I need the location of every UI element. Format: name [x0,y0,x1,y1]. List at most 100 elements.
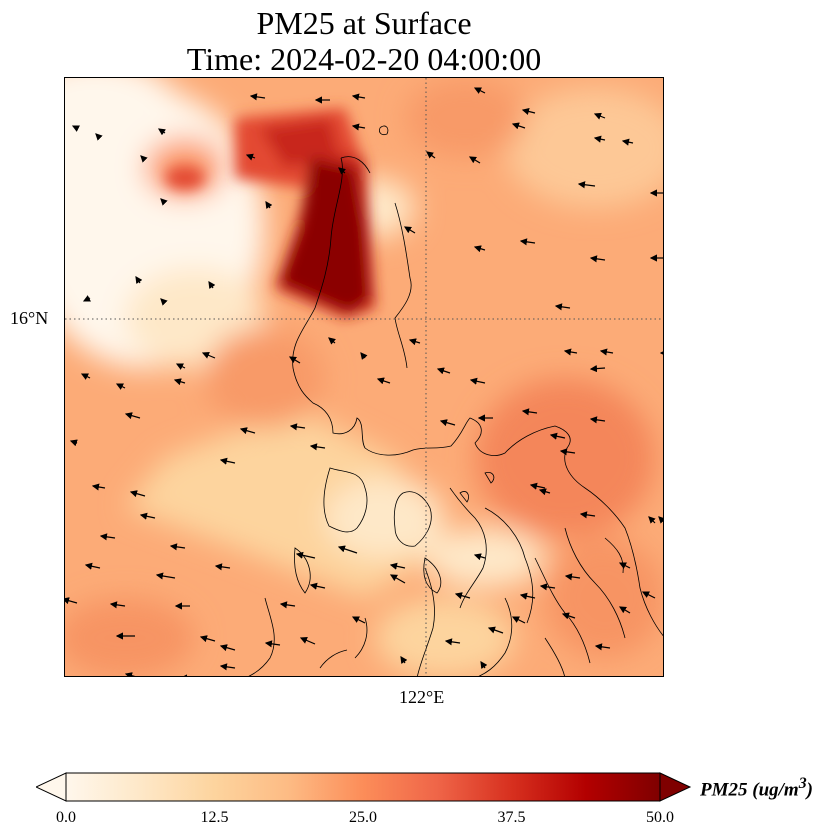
wind-arrow [201,351,216,359]
colorbar-tick-label: 12.5 [200,809,229,826]
wind-arrow [175,363,186,370]
wind-arrow [648,516,656,524]
wind-arrow [158,128,166,136]
wind-vectors [65,87,663,676]
wind-arrow [214,563,231,571]
wind-arrow [641,591,656,599]
chart-title: PM25 at Surface [256,5,472,41]
wind-arrow [169,543,186,551]
wind-arrow [480,661,488,669]
wind-arrow [589,364,606,373]
wind-arrow [351,93,366,101]
wind-arrow [436,367,451,375]
wind-arrow [469,377,486,385]
colorbar-tick-label: 25.0 [349,809,377,826]
wind-arrow [594,643,611,651]
wind-arrow [95,133,103,141]
wind-arrow [593,112,606,120]
colorbar-tick-label: 0.0 [56,809,76,826]
wind-arrow [239,427,256,435]
wind-arrow [538,488,551,496]
wind-arrow [69,439,78,447]
wind-arrow [454,592,471,600]
wind-arrow [288,356,301,364]
wind-arrow [563,348,578,356]
wind-arrow [618,606,631,614]
wind-arrow [403,226,416,234]
wind-arrow [487,626,504,634]
wind-arrow [579,511,596,519]
wind-arrow [219,457,236,465]
wind-arrow [593,135,606,143]
wind-arrow [71,125,80,132]
wind-arrow [139,512,156,520]
colorbar-min-extension [36,772,67,802]
colorbar-tick-label: 37.5 [497,809,526,826]
wind-arrow [408,338,421,346]
wind-arrow [529,482,546,490]
wind-arrow [444,638,461,646]
colorbar-tick-label: 50.0 [646,809,674,826]
wind-arrow [309,582,326,590]
wind-arrow [219,663,236,671]
wind-arrow [511,122,526,130]
wind-arrow [521,408,538,416]
graticule [65,78,663,676]
wind-arrow [559,448,576,456]
wind-arrow [299,637,316,645]
pm25-hotspot [165,108,375,318]
wind-arrow [577,181,596,189]
wind-arrow [561,612,576,620]
colorbar-max-extension [659,772,692,802]
wind-arrow [589,416,606,424]
colorbar-gradient [65,772,661,802]
wind-arrow [400,656,408,664]
wind-arrow [473,245,486,253]
wind-arrow [621,138,634,146]
wind-arrow [208,281,216,289]
wind-arrow [279,601,296,609]
wind-arrow [468,156,481,164]
wind-arrow [589,255,606,263]
wind-arrow [289,423,306,431]
wind-arrow [84,562,101,570]
wind-arrow [65,597,78,605]
wind-arrow [109,601,126,609]
longitude-tick-label: 122°E [399,687,445,707]
wind-arrow [245,153,256,161]
wind-arrow [539,583,556,591]
wind-arrow [473,553,486,561]
wind-arrow [160,298,168,306]
latitude-tick-label: 16°N [10,308,49,328]
wind-arrow [82,295,91,302]
wind-arrow [129,490,146,498]
wind-arrow [473,87,486,94]
wind-arrow [376,377,391,385]
wind-arrow [519,592,536,600]
wind-arrow [521,107,536,115]
coastline [248,125,663,676]
wind-arrow [338,167,346,175]
wind-arrow [549,432,566,440]
wind-arrow [199,635,216,643]
colorbar [36,772,692,802]
wind-arrow [80,373,91,380]
wind-arrow [389,562,406,570]
wind-arrow [351,616,366,624]
wind-arrow [351,123,366,131]
wind-arrow [135,276,143,284]
wind-arrow [249,93,266,101]
chart-time-subtitle: Time: 2024-02-20 04:00:00 [186,41,542,77]
wind-arrow [360,352,368,360]
wind-arrow [219,644,236,652]
wind-arrow [264,640,281,648]
wind-arrow [389,574,406,584]
wind-arrow [519,238,536,246]
wind-arrow [337,545,358,554]
wind-arrow [265,201,273,209]
wind-arrow [328,337,336,345]
wind-arrow [124,412,141,420]
pm25-map [65,78,663,676]
wind-arrow [160,198,168,206]
wind-arrow [426,151,436,159]
